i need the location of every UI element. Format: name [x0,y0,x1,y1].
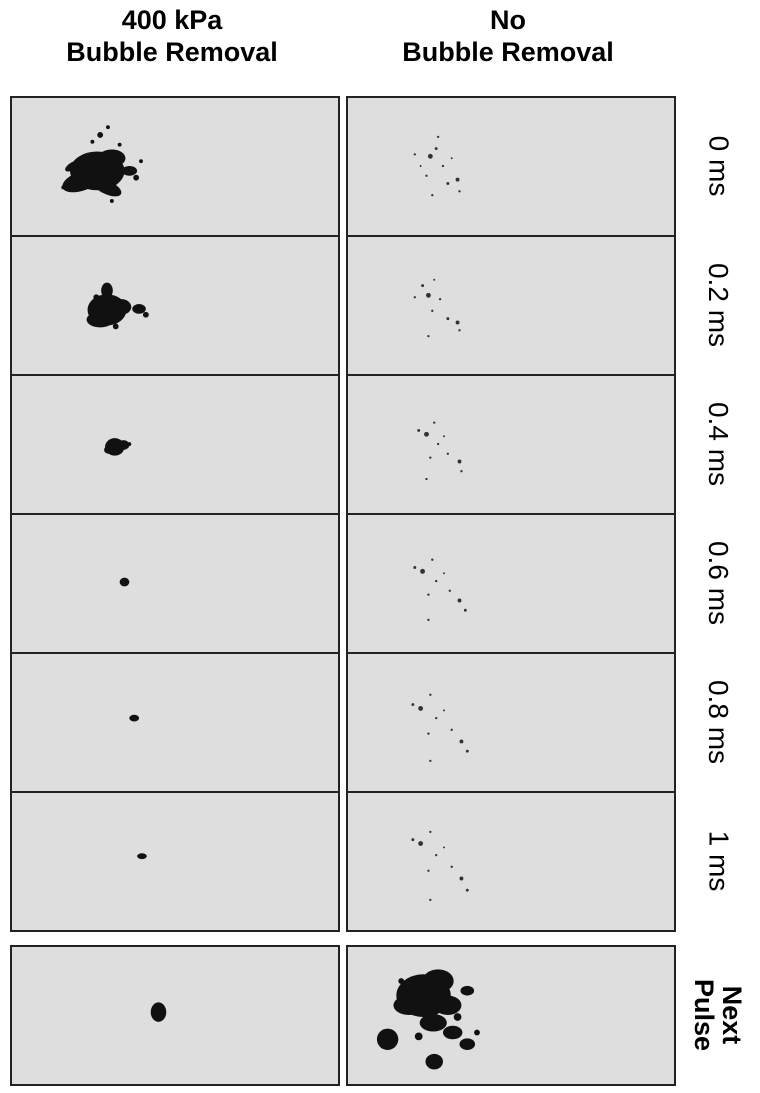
bubble-cloud-image [411,693,469,763]
row-label-next-pulse: Next Pulse [676,945,760,1085]
row-label-0.8ms: 0.8 ms [676,652,760,792]
bubble-cloud-image [137,853,147,860]
row-label-text: Next Pulse [688,978,747,1052]
row-label-text: 0.8 ms [703,679,734,765]
column-header-no-bubble-removal: No Bubble Removal [348,4,668,68]
next-pulse-line1: Next [716,985,747,1045]
next-pulse-line2: Pulse [688,978,719,1052]
frame-no-removal-0.4ms [346,374,676,515]
column-header-line1: No [490,5,526,35]
column-header-line2: Bubble Removal [402,37,614,67]
frame-no-removal-1ms [346,791,676,932]
column-header-bubble-removal: 400 kPa Bubble Removal [12,4,332,68]
bubble-cloud-image [129,714,140,722]
bubble-cloud-image [413,135,461,197]
frame-removal-next-pulse [10,945,340,1086]
bubble-cloud-image [376,969,480,1070]
frame-removal-0.4ms [10,374,340,515]
row-label-0.6ms: 0.6 ms [676,513,760,653]
row-label-text: 0.2 ms [703,262,734,348]
row-label-0.4ms: 0.4 ms [676,374,760,514]
bubble-cloud-image [119,577,130,587]
bubble-cloud-image [150,1002,167,1022]
frame-removal-0ms [10,96,340,237]
bubble-cloud-image [417,421,463,481]
row-label-text: 1 ms [703,830,734,892]
frame-removal-0.2ms [10,235,340,376]
row-label-0.2ms: 0.2 ms [676,235,760,375]
row-label-0ms: 0 ms [676,96,760,236]
frame-no-removal-0.6ms [346,513,676,654]
column-header-line1: 400 kPa [121,5,223,35]
frame-removal-0.8ms [10,652,340,793]
row-label-text: 0 ms [703,135,734,197]
bubble-cloud-image [104,438,132,456]
frame-removal-0.6ms [10,513,340,654]
row-label-1ms: 1 ms [676,791,760,931]
bubble-cloud-image [86,282,149,330]
bubble-cloud-image [413,558,467,622]
frame-no-removal-0.2ms [346,235,676,376]
bubble-cloud-image [413,278,461,338]
bubble-cloud-image [411,830,469,902]
column-header-line2: Bubble Removal [66,37,278,67]
row-label-text: 0.6 ms [703,540,734,626]
row-label-text: 0.4 ms [703,401,734,487]
frame-no-removal-next-pulse [346,945,676,1086]
bubble-cloud-image [61,125,143,203]
frame-no-removal-0ms [346,96,676,237]
frame-no-removal-0.8ms [346,652,676,793]
frame-removal-1ms [10,791,340,932]
